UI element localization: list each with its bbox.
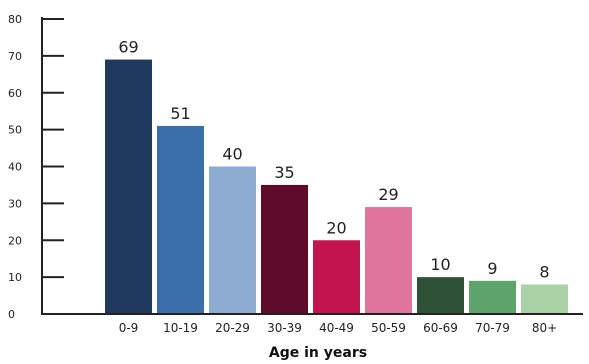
y-axis-ticks: 0 10 20 30 40 50 60 70 80 — [8, 13, 64, 321]
category-label: 70-79 — [475, 321, 510, 335]
data-label: 20 — [326, 218, 346, 237]
data-label: 35 — [274, 163, 294, 182]
y-tick-label: 50 — [8, 124, 22, 137]
bar — [209, 166, 256, 314]
y-tick-label: 60 — [8, 87, 22, 100]
bar — [521, 284, 568, 314]
category-label: 20-29 — [215, 321, 250, 335]
category-label: 50-59 — [371, 321, 406, 335]
data-label: 9 — [487, 259, 497, 278]
data-label: 40 — [222, 145, 242, 164]
x-axis-title: Age in years — [269, 345, 367, 361]
category-label: 80+ — [532, 321, 557, 335]
bar — [105, 59, 152, 314]
y-tick-label: 70 — [8, 50, 22, 63]
data-label: 10 — [430, 255, 450, 274]
bar — [417, 277, 464, 314]
category-label: 0-9 — [119, 321, 139, 335]
y-tick-label: 20 — [8, 234, 22, 247]
y-tick-label: 0 — [8, 308, 15, 321]
y-tick-label: 40 — [8, 161, 22, 174]
bar — [365, 207, 412, 314]
data-label: 51 — [170, 104, 190, 123]
data-label: 29 — [378, 185, 398, 204]
bars — [105, 59, 568, 314]
bar — [261, 184, 308, 314]
category-label: 60-69 — [423, 321, 458, 335]
bar — [157, 125, 204, 314]
data-label: 8 — [539, 263, 549, 282]
category-label: 10-19 — [163, 321, 198, 335]
data-labels: 69 51 40 35 20 29 10 9 8 — [118, 38, 549, 282]
y-tick-label: 80 — [8, 13, 22, 26]
data-label: 69 — [118, 38, 138, 57]
y-tick-label: 30 — [8, 197, 22, 210]
bar — [313, 240, 360, 314]
category-label: 30-39 — [267, 321, 302, 335]
category-labels: 0-9 10-19 20-29 30-39 40-49 50-59 60-69 70-79 80… — [119, 321, 557, 335]
bar — [469, 280, 516, 314]
category-label: 40-49 — [319, 321, 354, 335]
y-tick-label: 10 — [8, 271, 22, 284]
